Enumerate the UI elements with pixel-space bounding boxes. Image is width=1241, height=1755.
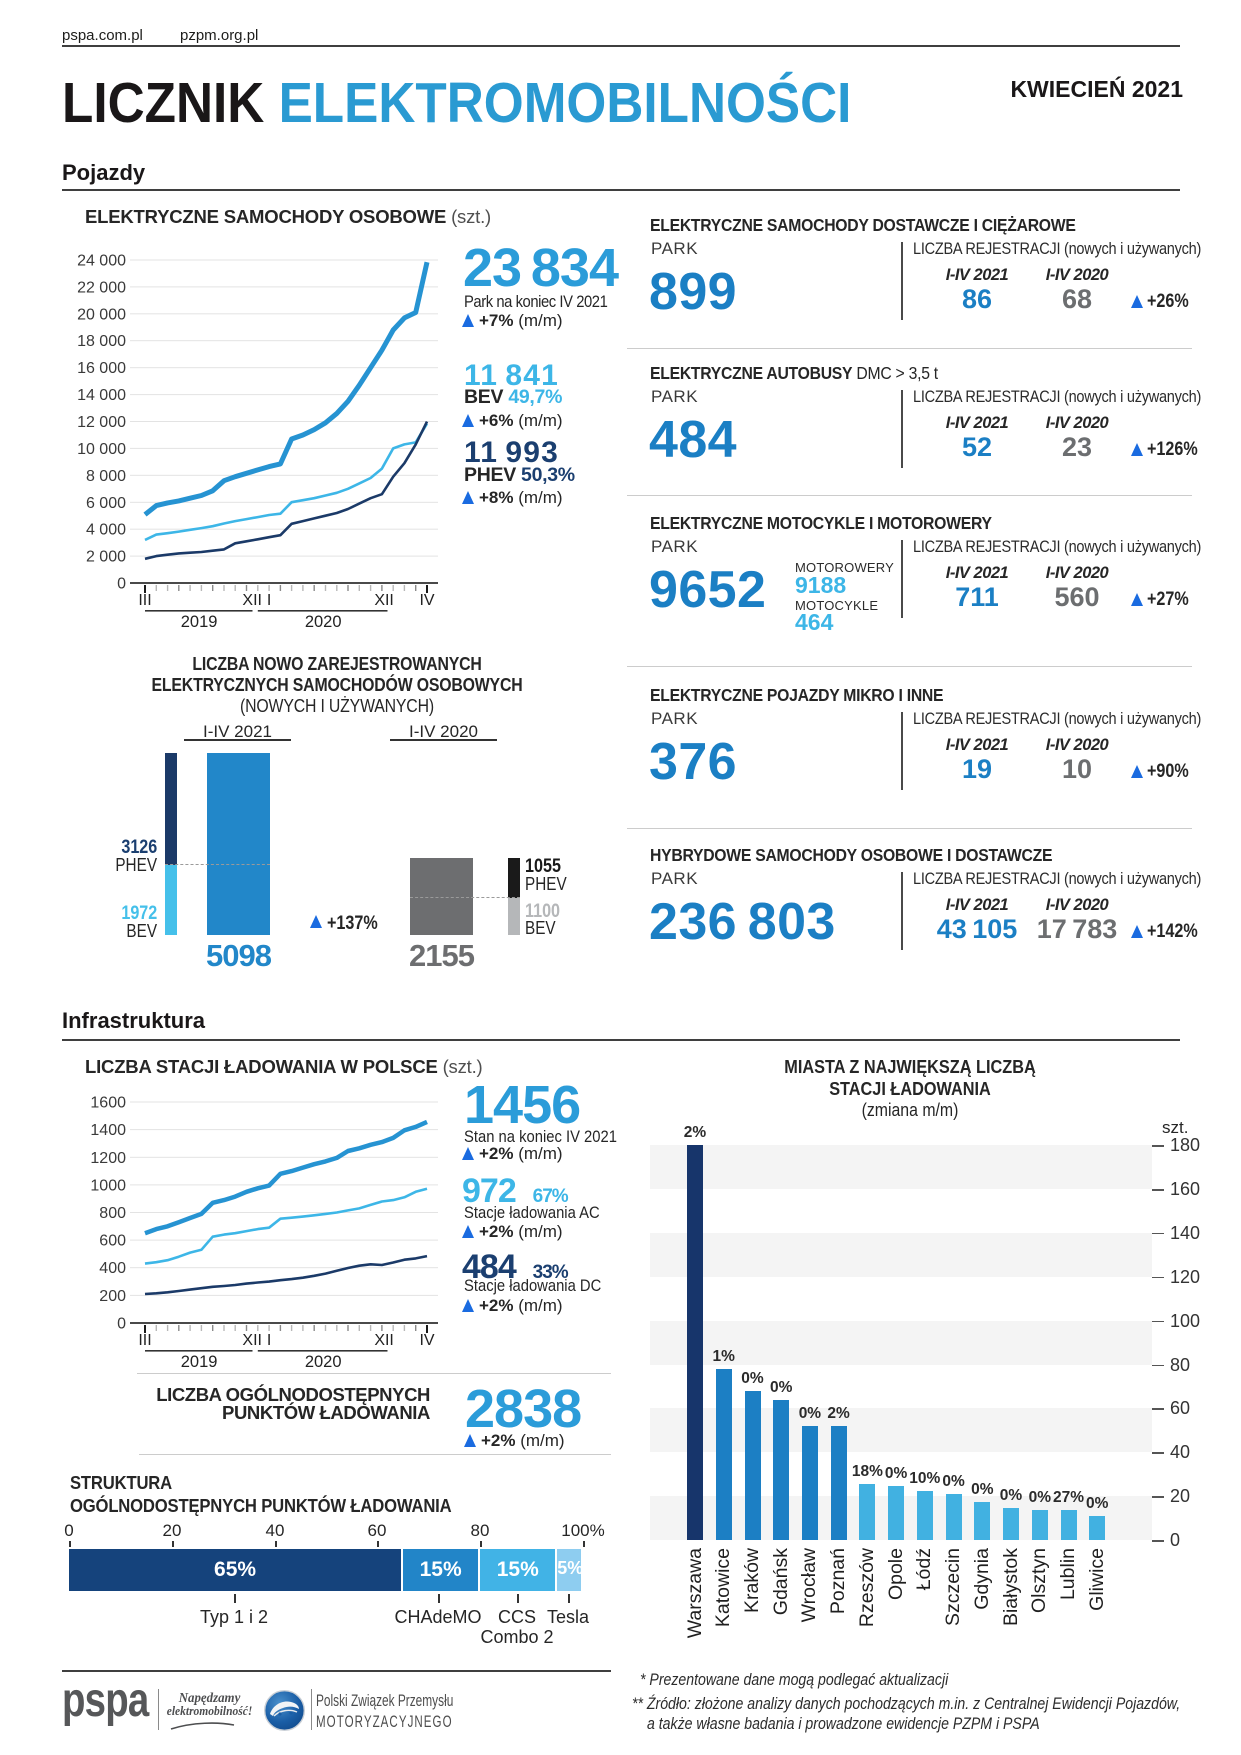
svg-text:800: 800 (99, 1205, 126, 1222)
svg-text:1600: 1600 (90, 1095, 126, 1112)
svg-text:22 000: 22 000 (77, 279, 126, 296)
svg-text:10 000: 10 000 (77, 441, 126, 458)
svg-text:2020: 2020 (305, 613, 342, 631)
svg-text:18 000: 18 000 (77, 333, 126, 350)
svg-text:I: I (267, 1332, 271, 1349)
svg-text:XII: XII (374, 592, 394, 609)
svg-text:XII: XII (374, 1332, 394, 1349)
svg-text:20 000: 20 000 (77, 306, 126, 323)
svg-text:4 000: 4 000 (86, 522, 126, 539)
svg-text:IV: IV (419, 592, 434, 609)
svg-text:12 000: 12 000 (77, 414, 126, 431)
svg-text:8 000: 8 000 (86, 468, 126, 485)
svg-text:200: 200 (99, 1288, 126, 1305)
svg-text:1000: 1000 (90, 1177, 126, 1194)
svg-text:I: I (267, 592, 271, 609)
svg-text:2019: 2019 (181, 1353, 218, 1371)
svg-text:XII: XII (242, 1332, 262, 1349)
svg-text:III: III (138, 1332, 151, 1349)
svg-text:XII: XII (242, 592, 262, 609)
svg-text:2020: 2020 (305, 1353, 342, 1371)
svg-text:24 000: 24 000 (77, 253, 126, 270)
svg-text:14 000: 14 000 (77, 387, 126, 404)
svg-text:1400: 1400 (90, 1122, 126, 1139)
svg-text:III: III (138, 592, 151, 609)
svg-text:6 000: 6 000 (86, 495, 126, 512)
svg-text:0: 0 (117, 576, 126, 593)
svg-text:2019: 2019 (181, 613, 218, 631)
svg-text:2 000: 2 000 (86, 549, 126, 566)
svg-text:16 000: 16 000 (77, 360, 126, 377)
svg-text:400: 400 (99, 1260, 126, 1277)
svg-text:0: 0 (117, 1316, 126, 1333)
svg-text:600: 600 (99, 1233, 126, 1250)
svg-text:1200: 1200 (90, 1150, 126, 1167)
svg-text:IV: IV (419, 1332, 434, 1349)
